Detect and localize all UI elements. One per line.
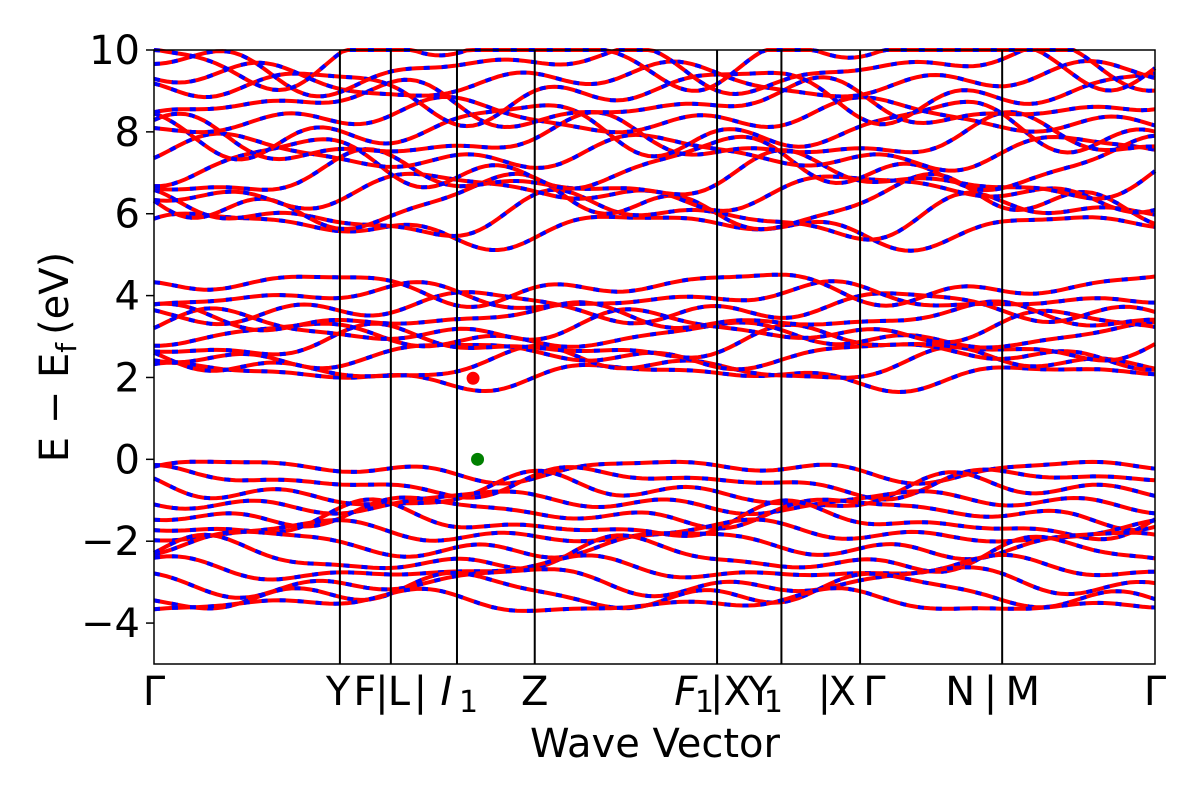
- x-tick-label: N: [945, 669, 975, 715]
- band-line-red: [153, 306, 1156, 345]
- y-tick-label: 6: [115, 192, 140, 238]
- x-tick-label: Y: [325, 669, 351, 715]
- x-tick-label: 1: [764, 685, 783, 720]
- vbm-marker: [471, 452, 485, 466]
- x-tick-label: 1: [695, 685, 714, 720]
- x-tick-label: L: [388, 669, 411, 715]
- band-line-red: [153, 70, 1156, 129]
- kpath-lines-group: [338, 50, 1004, 664]
- band-line-red: [153, 147, 1157, 201]
- band-line-blue: [153, 48, 1157, 93]
- y-tick-label: 2: [115, 355, 140, 401]
- band-line-blue: [153, 99, 1156, 162]
- x-tick-label: Γ: [143, 669, 166, 715]
- band-line-red: [153, 211, 1156, 253]
- band-line-red: [153, 468, 1156, 508]
- x-tick-label: Γ: [863, 669, 886, 715]
- x-axis-ticks: Γ Y F| L | I 1 Z F1|XY1 |X Γ N | M Γ: [143, 669, 1167, 720]
- x-tick-label: |: [984, 669, 997, 715]
- band-line-blue: [153, 565, 1156, 600]
- band-line-blue: [153, 459, 1156, 486]
- band-line-blue: [153, 495, 1156, 532]
- band-line-blue: [153, 552, 1156, 582]
- x-tick-label: 1: [459, 685, 478, 720]
- y-axis-ticks: 10 8 6 4 2 0 −2 −4: [81, 28, 154, 647]
- band-line-blue: [153, 187, 1156, 242]
- band-line-red: [153, 532, 1156, 574]
- band-line-blue: [153, 360, 1156, 395]
- band-line-blue: [153, 489, 1156, 516]
- x-tick-label: I: [440, 669, 452, 715]
- band-line-red: [153, 131, 1156, 173]
- band-line-blue: [153, 48, 1156, 99]
- markers-group: [466, 371, 485, 466]
- y-axis-label: E − Ef (eV): [32, 252, 83, 463]
- band-line-blue: [153, 110, 1156, 162]
- x-tick-label: M: [1005, 669, 1040, 715]
- band-line-blue: [153, 75, 1156, 130]
- y-tick-label: 10: [89, 28, 140, 74]
- band-line-blue: [153, 279, 1156, 310]
- band-line-blue: [153, 586, 1156, 613]
- band-line-red: [153, 94, 1156, 135]
- x-tick-label: Z: [521, 669, 548, 715]
- bands-group: [152, 48, 1157, 613]
- y-axis-label-sub: f: [50, 342, 83, 353]
- band-line-blue: [153, 463, 1156, 502]
- y-tick-label: 4: [115, 274, 140, 320]
- band-line-red: [152, 171, 1156, 232]
- y-tick-label: −4: [81, 601, 140, 647]
- x-tick-label: F: [353, 669, 376, 715]
- band-line-red: [153, 272, 1156, 309]
- y-axis-label-main: E − E: [32, 353, 78, 463]
- x-tick-label: F: [674, 669, 698, 715]
- y-axis-label-unit: (eV): [32, 252, 78, 335]
- x-tick-label: X: [828, 669, 855, 715]
- band-line-blue: [153, 299, 1156, 333]
- x-tick-label: Y: [747, 669, 773, 715]
- band-line-red: [153, 343, 1156, 380]
- x-tick-label: |: [818, 669, 831, 715]
- band-line-blue: [154, 320, 1156, 350]
- band-line-red: [153, 58, 1156, 99]
- svg-text:E − Ef(eV): E − Ef (eV): [32, 252, 83, 463]
- y-tick-label: 0: [115, 437, 140, 483]
- cbm-marker: [466, 371, 480, 385]
- x-tick-label: |X: [710, 669, 751, 715]
- x-tick-label: |: [414, 669, 427, 715]
- band-line-red: [154, 133, 1156, 193]
- x-tick-label: |: [375, 669, 388, 715]
- plot-frame: [153, 49, 1156, 665]
- y-tick-label: 8: [115, 110, 140, 156]
- x-tick-label: Γ: [1144, 669, 1167, 715]
- y-tick-label: −2: [81, 519, 140, 565]
- x-axis-label: Wave Vector: [530, 721, 781, 767]
